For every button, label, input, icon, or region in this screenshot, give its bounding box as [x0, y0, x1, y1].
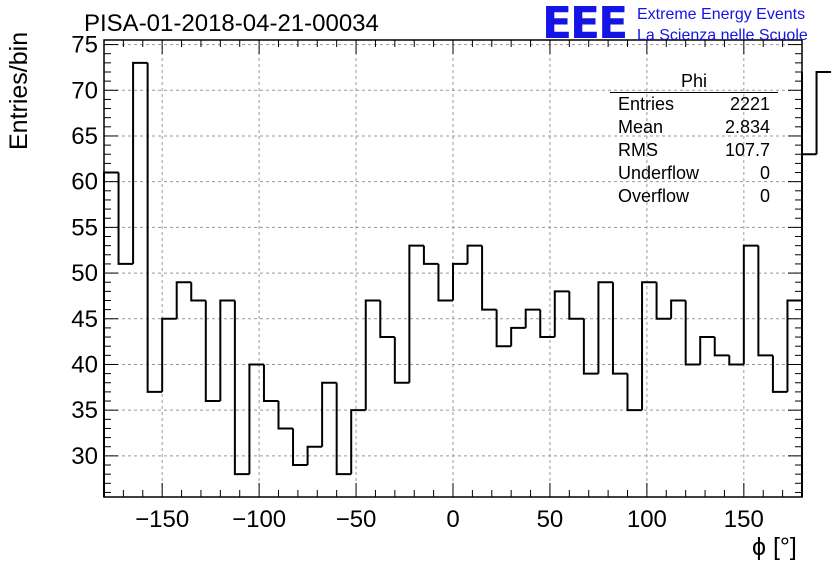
x-tick-label: 0 — [446, 506, 459, 533]
histogram-bin — [742, 244, 759, 365]
stats-value: 0 — [759, 186, 770, 206]
histogram-bin — [481, 245, 497, 311]
histogram-bin — [626, 373, 643, 412]
stats-label: RMS — [618, 140, 658, 160]
eee-logo-mark: EEE — [542, 0, 628, 49]
histogram-bin — [495, 309, 512, 348]
histogram-bin — [510, 326, 526, 347]
stats-value: 107.7 — [724, 140, 770, 160]
histogram-bin — [422, 245, 439, 265]
histogram-bin — [408, 244, 424, 383]
logo-line-1: Extreme Energy Events — [637, 6, 806, 23]
y-tick-label: 65 — [71, 123, 98, 150]
histogram-bin — [306, 445, 323, 466]
histogram-bin — [292, 428, 308, 467]
histogram-bin — [466, 244, 483, 264]
y-tick-label: 40 — [71, 351, 98, 378]
histogram-bin — [699, 336, 715, 365]
stats-row-overflow: Overflow 0 — [610, 185, 778, 208]
stats-row-rms: RMS 107.7 — [610, 139, 778, 162]
histogram-bin — [757, 245, 773, 357]
x-tick-label: −150 — [135, 506, 189, 533]
histogram-bin — [597, 281, 613, 374]
histogram-bin — [364, 299, 381, 411]
histogram-bin — [771, 355, 788, 393]
y-tick-label: 70 — [71, 77, 98, 104]
tick-labels: −150 −100 −50 0 50 100 150 30 35 40 45 50 55 60 65 70 75 — [71, 32, 764, 533]
histogram-bin — [379, 300, 395, 339]
y-tick-label: 55 — [71, 214, 98, 241]
histogram-bin — [146, 62, 163, 393]
stats-value: 2221 — [729, 94, 770, 114]
histogram-bin — [582, 318, 599, 375]
histogram-bin — [684, 300, 701, 366]
histogram-bin — [350, 409, 366, 475]
stats-row-mean: Mean 2.834 — [610, 116, 778, 139]
histogram-bin — [262, 364, 279, 403]
stats-label: Mean — [618, 117, 664, 137]
histogram-bin — [655, 282, 672, 320]
run-title: PISA-01-2018-04-21-00034 — [84, 10, 379, 37]
histogram-bin — [132, 61, 148, 264]
x-tick-label: 150 — [724, 506, 764, 533]
y-tick-label: 50 — [71, 260, 98, 287]
y-tick-label: 30 — [71, 443, 98, 470]
stats-label: Underflow — [618, 163, 700, 183]
stats-box: Phi Entries 2221 Mean 2.834 RMS 107.7 Un… — [610, 70, 778, 208]
stats-title: Phi — [610, 70, 778, 93]
x-tick-label: 50 — [537, 506, 564, 533]
histogram-bin — [670, 299, 686, 319]
histogram-bin — [175, 281, 192, 319]
histogram-bin — [641, 281, 657, 411]
histogram-bin — [204, 300, 221, 403]
histogram-series — [103, 61, 832, 497]
histogram-bin — [103, 171, 119, 497]
histogram-bin — [335, 382, 352, 476]
y-tick-label: 45 — [71, 306, 98, 333]
histogram-bin — [568, 291, 584, 320]
histogram-bin — [393, 337, 410, 384]
stats-value: 0 — [759, 163, 770, 183]
x-tick-label: −50 — [336, 506, 377, 533]
x-tick-label: 100 — [627, 506, 667, 533]
x-axis-label: ϕ [°] — [752, 533, 797, 561]
stats-value: 2.834 — [724, 117, 770, 137]
histogram-bin — [233, 300, 250, 476]
axis-ticks — [103, 40, 803, 497]
stats-row-underflow: Underflow 0 — [610, 162, 778, 185]
histogram-bin — [801, 153, 817, 301]
histogram-bin — [277, 401, 294, 430]
histogram-bin — [611, 282, 628, 375]
x-tick-label: −100 — [232, 506, 286, 533]
logo-line-2: La Scienza nelle Scuole — [637, 27, 808, 44]
y-tick-label: 75 — [71, 32, 98, 59]
histogram-bin — [452, 262, 468, 301]
histogram-bin — [248, 363, 264, 475]
histogram-bin — [553, 290, 570, 338]
stats-label: Overflow — [618, 186, 690, 206]
histogram-bin — [713, 337, 730, 357]
histogram-bin — [728, 355, 744, 366]
histogram-bin — [190, 282, 206, 302]
stats-row-entries: Entries 2221 — [610, 93, 778, 116]
histogram-bin — [117, 172, 134, 265]
stats-label: Entries — [618, 94, 675, 114]
y-tick-label: 35 — [71, 397, 98, 424]
y-tick-label: 60 — [71, 169, 98, 196]
histogram-bin — [161, 317, 177, 392]
histogram-bin — [321, 381, 337, 447]
y-axis-label: Entries/bin — [5, 31, 33, 150]
histogram-bin — [524, 308, 541, 328]
histogram-bin — [219, 299, 235, 402]
histogram-bin — [815, 70, 832, 155]
histogram-bin — [539, 309, 555, 339]
histogram-bin — [437, 263, 453, 302]
